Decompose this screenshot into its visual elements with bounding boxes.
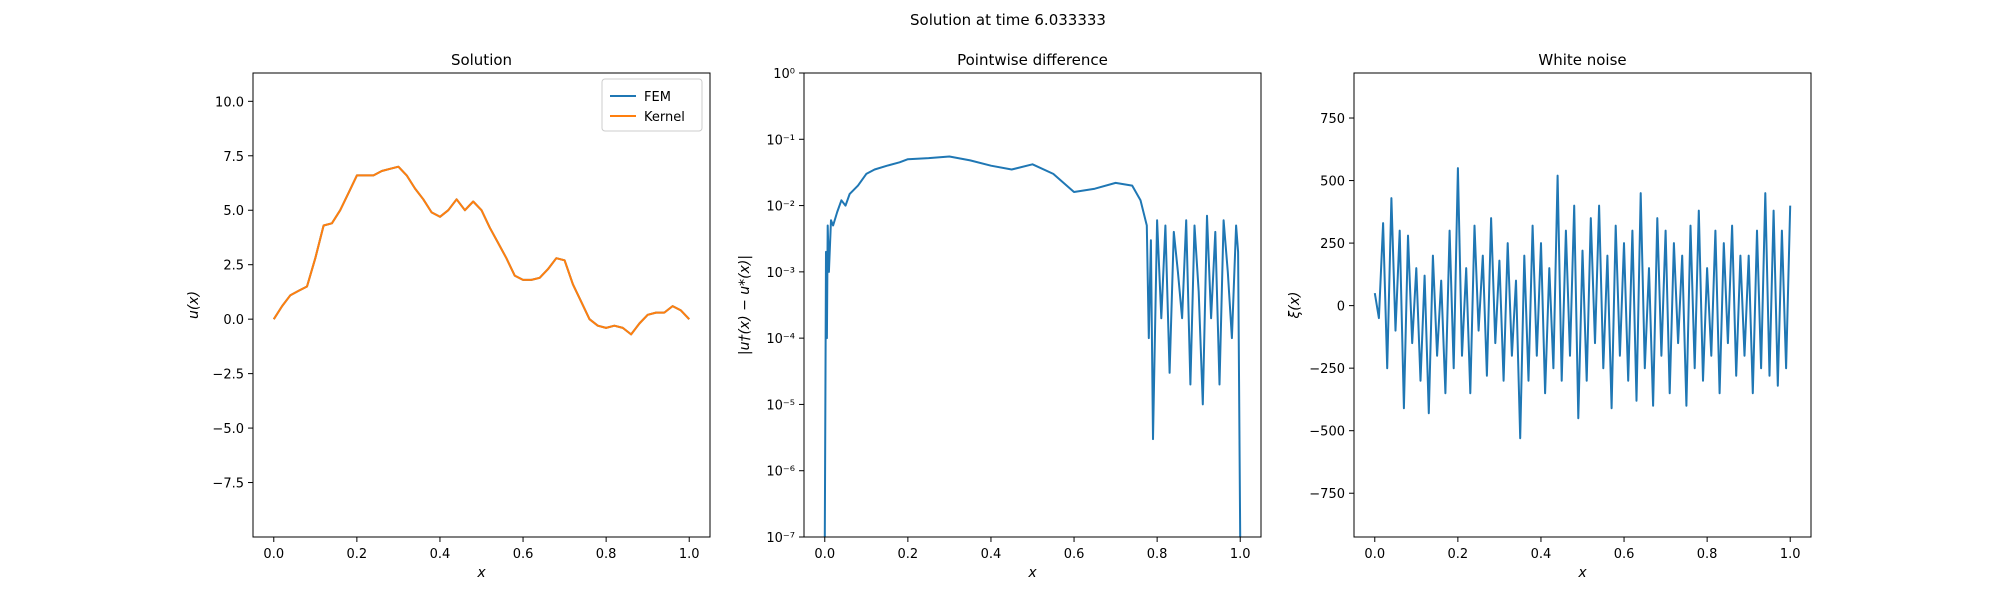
panel-white-noise-x-tick-label: 1.0 [1780,547,1801,562]
panel-white-noise-x-tick-label: 0.4 [1531,547,1552,562]
panel-solution-x-tick-label: 1.0 [679,547,700,562]
panel-white-noise-series-line [1373,167,1792,440]
panel-solution-x-axis-label: x [476,565,486,581]
panel-pointwise-difference-y-tick-label: 10⁻⁵ [766,398,795,413]
panel-white-noise-title: White noise [1538,51,1626,69]
panel-pointwise-difference-title: Pointwise difference [957,51,1108,69]
panel-solution-x-tick-label: 0.2 [347,547,368,562]
panel-white-noise-y-tick-label: −750 [1309,487,1345,502]
panel-solution-y-axis-label: u(x) [186,291,202,319]
panel-white-noise: White noise 0.0 0.2 0.4 0.6 0.8 1.0 −750 −500 −25… [1287,51,1812,581]
panel-white-noise-x-tick-label: 0.8 [1697,547,1718,562]
panel-pointwise-difference-y-tick-label: 10⁻⁴ [766,332,795,347]
panel-solution-y-tick-label: 7.5 [223,150,244,165]
panel-solution-y-tick-label: 5.0 [223,204,244,219]
panel-white-noise-y-tick-label: 500 [1320,175,1345,190]
panel-pointwise-difference-x-tick-label: 0.8 [1147,547,1168,562]
panel-solution-x-tick-label: 0.4 [430,547,451,562]
panel-white-noise-y-tick-label: −250 [1309,362,1345,377]
legend-label-kernel: Kernel [644,110,685,125]
panel-pointwise-difference-y-tick-label: 10⁰ [773,67,795,82]
panel-solution-y-tick-label: −2.5 [212,368,244,383]
panel-white-noise-frame [1353,72,1812,538]
panel-pointwise-difference-y-tick-label: 10⁻² [766,200,795,215]
panel-pointwise-difference-y-tick-label: 10⁻¹ [766,133,795,148]
panel-white-noise-y-tick-label: −500 [1309,425,1345,440]
figure-suptitle: Solution at time 6.033333 [910,11,1106,29]
panel-pointwise-difference-frame [803,72,1262,538]
panel-solution-y-tick-label: 0.0 [223,313,244,328]
panel-pointwise-difference-y-tick-label: 10⁻⁶ [766,465,795,480]
panel-solution-y-tick-label: −5.0 [212,422,244,437]
panel-pointwise-difference: Pointwise difference 0.0 0.2 0.4 0.6 0.8 1.0 10… [737,51,1262,581]
panel-pointwise-difference-series-line [823,155,1242,538]
panel-pointwise-difference-x-tick-label: 0.0 [814,547,835,562]
panel-solution-legend: FEM Kernel [601,78,703,132]
panel-pointwise-difference-x-tick-label: 1.0 [1230,547,1251,562]
panel-pointwise-difference-y-axis-label: |u†(x) − u*(x)| [737,255,753,355]
panel-white-noise-x-tick-label: 0.0 [1364,547,1385,562]
panel-white-noise-y-tick-label: 250 [1320,237,1345,252]
panel-white-noise-y-axis-label: ξ(x) [1287,291,1303,319]
panel-white-noise-x-axis-label: x [1577,565,1587,581]
panel-pointwise-difference-x-tick-label: 0.6 [1064,547,1085,562]
panel-solution-x-tick-label: 0.6 [513,547,534,562]
panel-solution-x-tick-label: 0.0 [263,547,284,562]
panel-solution-y-tick-label: 10.0 [215,95,244,110]
panel-white-noise-x-tick-label: 0.2 [1448,547,1469,562]
legend-box [601,78,703,132]
panel-white-noise-x-tick-label: 0.6 [1614,547,1635,562]
panel-solution-x-tick-label: 0.8 [596,547,617,562]
panel-pointwise-difference-x-tick-label: 0.2 [898,547,919,562]
panel-white-noise-y-tick-label: 750 [1320,112,1345,127]
panel-pointwise-difference-y-tick-label: 10⁻⁷ [766,531,795,546]
panel-solution-y-tick-label: −7.5 [212,477,244,492]
panel-solution-y-tick-label: 2.5 [223,259,244,274]
panel-pointwise-difference-y-tick-label: 10⁻³ [766,266,795,281]
panel-solution-title: Solution [451,51,512,69]
legend-label-fem: FEM [644,90,671,105]
panel-solution-frame [252,72,711,538]
panel-pointwise-difference-x-tick-label: 0.4 [981,547,1002,562]
panel-solution: Solution 0.0 0.2 0.4 0.6 0.8 1.0 −7.5 −5.0 −2.5 0.… [186,51,711,581]
panel-pointwise-difference-x-axis-label: x [1027,565,1037,581]
panel-white-noise-y-tick-label: 0 [1337,300,1345,315]
panel-solution-series-line-kernel [272,165,690,336]
